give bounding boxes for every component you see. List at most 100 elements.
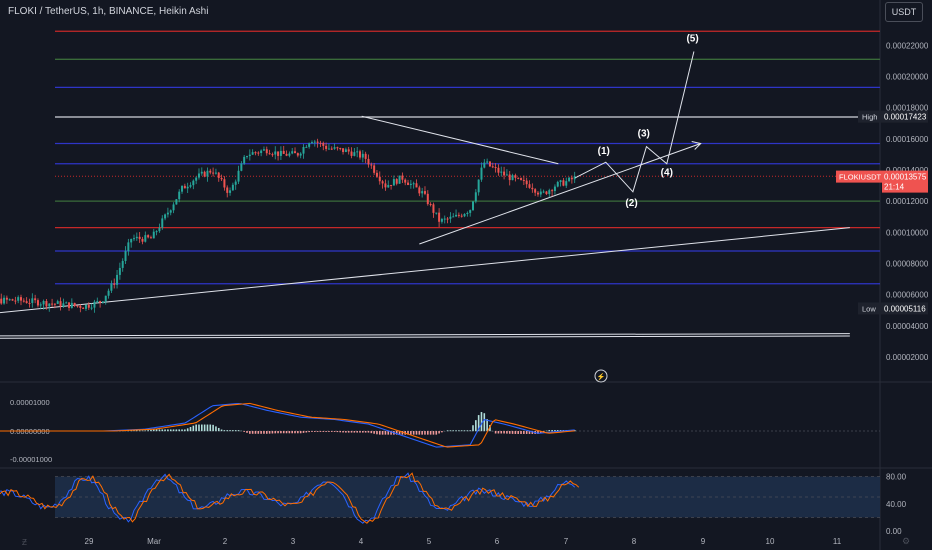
candle-body [429,204,432,206]
candle-body [147,235,150,238]
candle-body [183,185,186,189]
currency-button[interactable]: USDT [885,2,923,22]
price-scale-tick: 0.00012000 [886,197,929,206]
low-value-bg [882,302,928,315]
candle-body [212,172,215,174]
macd-histogram-bar [424,431,426,435]
macd-histogram-bar [161,429,164,432]
macd-histogram-bar [432,431,435,435]
macd-histogram-bar [398,431,401,435]
candle-body [135,236,138,239]
candle-body [265,149,268,154]
macd-histogram-bar [573,430,576,432]
macd-histogram-bar [390,431,392,435]
candle-body [319,142,322,144]
candle-body [551,190,554,192]
candle-body [62,303,65,307]
macd-histogram-bar [441,431,443,433]
macd-histogram-bar [212,424,214,432]
macd-histogram-bar [528,431,531,434]
price-scale-tick: 0.00022000 [886,41,929,50]
candle-body [477,179,480,193]
macd-scale-tick: 0.00001000 [10,398,50,407]
candle-body [217,172,220,178]
candle-body [231,184,234,191]
macd-histogram-bar [446,430,449,432]
candle-body [8,299,11,301]
macd-histogram-bar [271,431,274,434]
rsi-scale-tick: 80.00 [886,473,907,482]
candle-body [500,171,503,173]
macd-histogram-bar [155,429,158,432]
tradingview-logo-icon[interactable]: Ƶ [22,538,27,547]
candle-body [260,150,263,154]
candle-body [449,216,452,219]
macd-histogram-bar [325,431,327,432]
candle-body [455,214,458,217]
candle-body [158,227,161,232]
macd-histogram-bar [209,424,212,432]
time-axis-label: 8 [632,537,637,546]
candle-body [381,181,384,184]
candle-body [14,300,17,302]
candle-body [531,187,534,190]
macd-histogram-bar [378,431,381,435]
macd-histogram-bar [336,431,339,433]
macd-histogram-bar [381,431,384,435]
trendline [0,333,850,337]
candle-body [296,153,299,156]
trendline [419,143,701,245]
candle-body [127,242,130,252]
candle-body [384,183,387,188]
macd-histogram-bar [285,431,288,434]
candle-body [73,302,76,306]
candle-body [392,179,395,186]
macd-histogram-bar [158,429,161,432]
candle-body [387,184,390,188]
macd-histogram-bar [319,431,322,432]
macd-histogram-bar [330,431,333,432]
candle-body [246,156,249,158]
candle-body [373,165,376,173]
candle-body [548,190,551,195]
candle-body [356,151,359,153]
rsi-band [55,476,880,518]
candle-body [59,301,62,307]
candle-body [539,191,542,195]
candle-body [347,149,350,152]
candle-body [133,238,136,240]
macd-histogram-bar [280,431,282,434]
candle-body [3,297,6,304]
candle-body [350,151,353,156]
candle-body [525,180,528,185]
candle-body [568,177,571,182]
symbol-tag: FLOKIUSDT [839,173,882,182]
macd-histogram-bar [237,430,240,432]
macd-histogram-bar [274,431,277,434]
candle-body [409,183,412,185]
macd-histogram-bar [288,431,291,434]
macd-histogram-bar [220,429,223,432]
settings-icon[interactable]: ⚙ [902,536,911,546]
macd-histogram-bar [299,431,302,434]
macd-histogram-bar [172,429,175,432]
candle-body [288,153,291,156]
macd-histogram-bar [243,431,245,432]
macd-histogram-bar [395,431,398,435]
candle-body [164,214,167,219]
candle-body [248,154,251,157]
candle-body [415,183,418,188]
macd-histogram-bar [455,430,457,432]
macd-histogram-bar [508,431,511,434]
candle-body [141,238,144,242]
candle-body [28,302,31,304]
macd-histogram-bar [554,430,556,432]
candle-body [240,163,243,171]
candle-body [463,213,466,217]
candle-body [378,176,381,182]
candle-body [573,176,576,180]
macd-histogram-bar [556,430,559,432]
macd-histogram-bar [362,431,364,433]
candle-body [113,283,116,285]
